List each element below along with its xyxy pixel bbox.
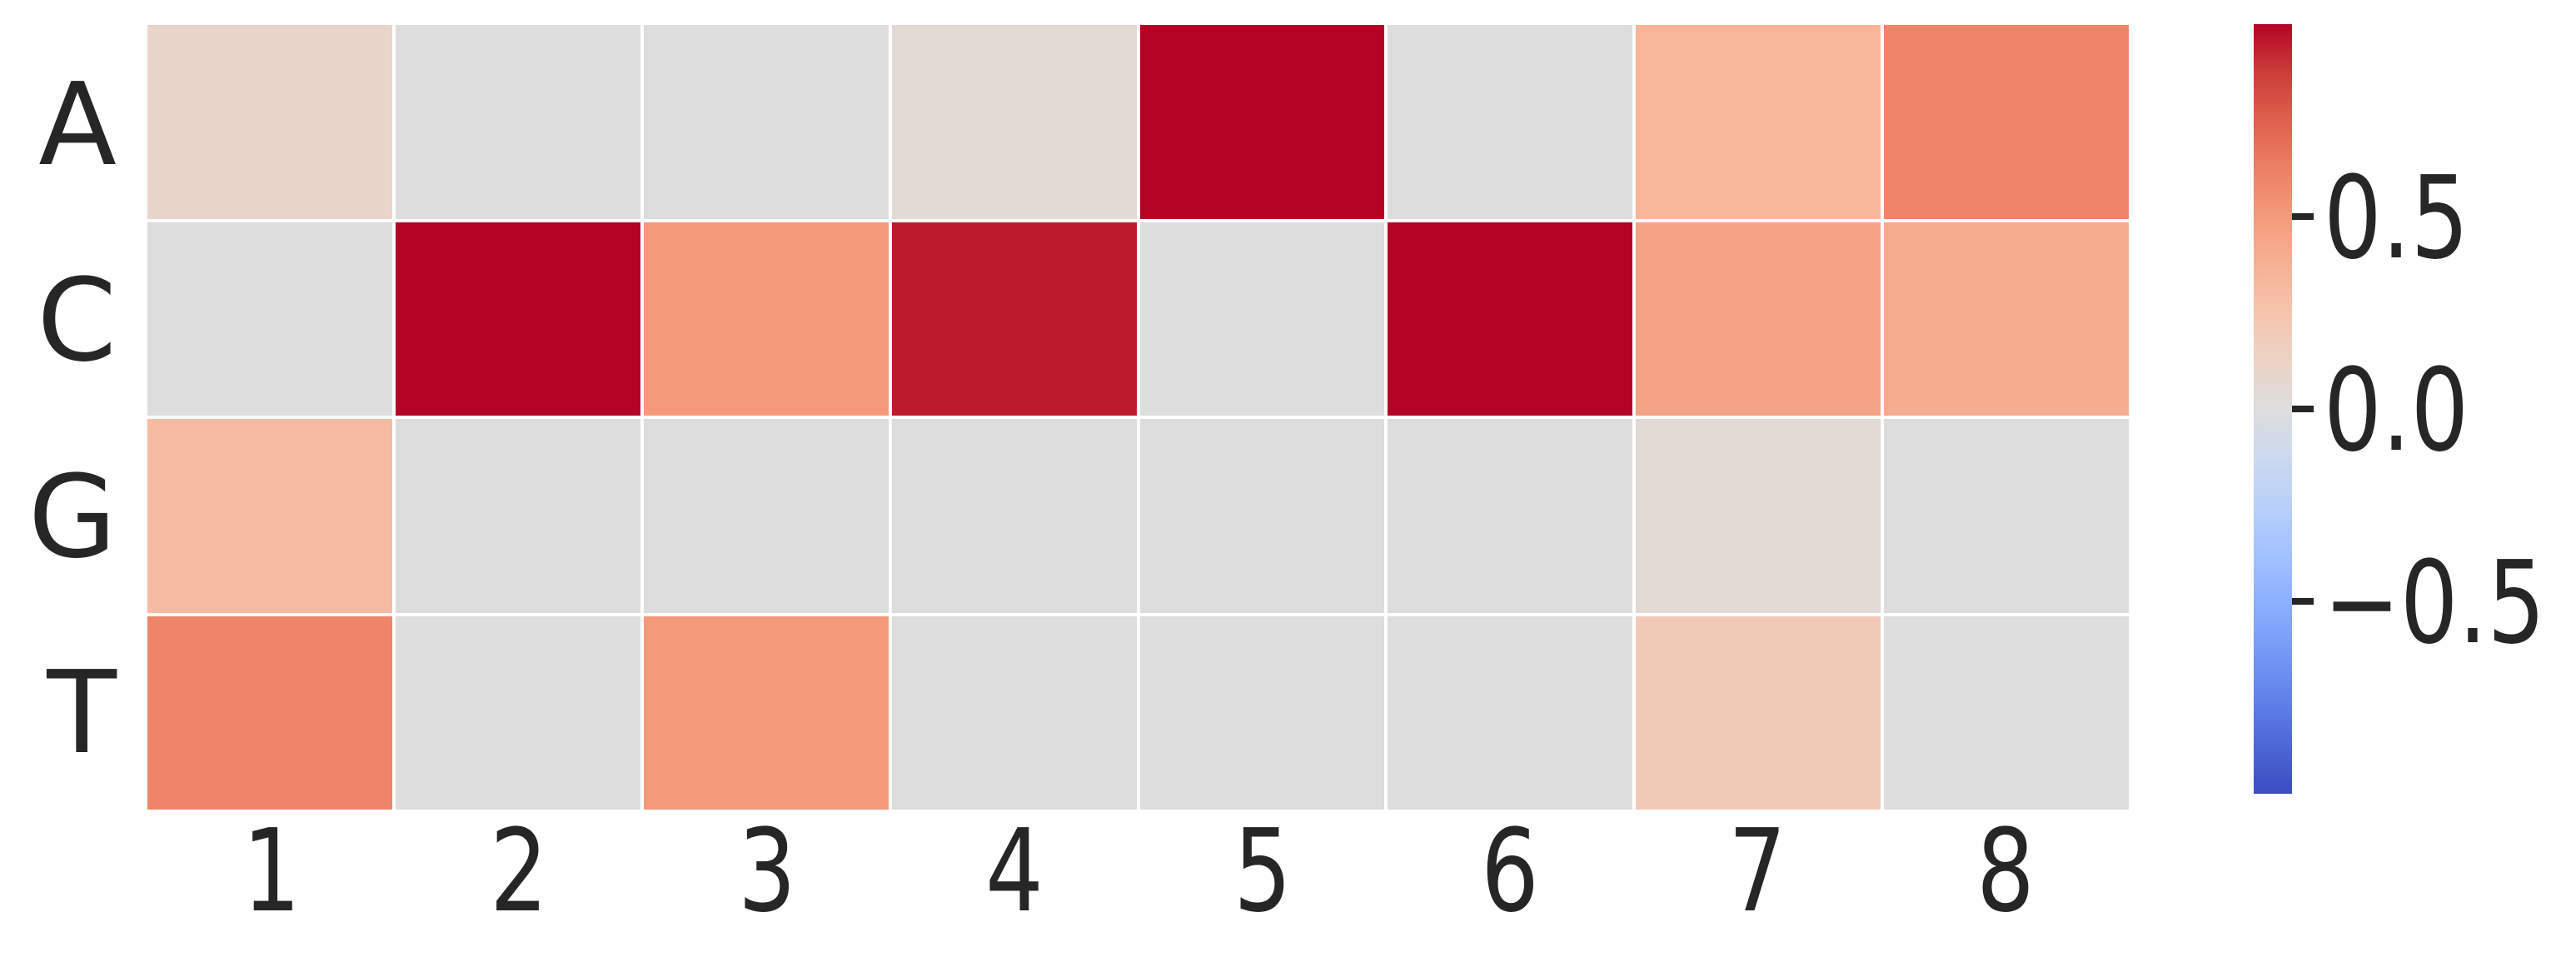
- x-tick-label-1: 1: [242, 805, 301, 938]
- heatmap-cell-A4: [891, 25, 1137, 219]
- heatmap-cell-T7: [1636, 616, 1881, 810]
- heatmap-cell-A3: [643, 25, 889, 219]
- x-tick-label-5: 5: [1233, 805, 1292, 938]
- colorbar: [2254, 24, 2292, 794]
- heatmap-cell-G4: [891, 419, 1137, 613]
- heatmap-cell-C5: [1139, 222, 1385, 416]
- heatmap-cell-G8: [1884, 419, 2129, 613]
- y-tick-label-G: G: [27, 451, 117, 584]
- heatmap-cell-C7: [1636, 222, 1881, 416]
- heatmap-cell-A7: [1636, 25, 1881, 219]
- x-tick-label-3: 3: [738, 805, 796, 938]
- x-tick-label-8: 8: [1976, 805, 2035, 938]
- colorbar-tick-mark-0: [2292, 406, 2314, 412]
- x-tick-label-6: 6: [1481, 805, 1539, 938]
- heatmap-cell-C4: [891, 222, 1137, 416]
- heatmap-cell-T8: [1884, 616, 2129, 810]
- heatmap-cell-A8: [1884, 25, 2129, 219]
- heatmap-cell-T1: [147, 616, 392, 810]
- heatmap-cell-T5: [1139, 616, 1385, 810]
- heatmap-cell-A1: [147, 25, 392, 219]
- colorbar-tick-label-0.5: 0.5: [2324, 152, 2469, 285]
- x-tick-label-2: 2: [490, 805, 548, 938]
- heatmap-cell-C8: [1884, 222, 2129, 416]
- heatmap-cell-G6: [1388, 419, 1633, 613]
- heatmap-cell-C2: [395, 222, 640, 416]
- y-tick-label-A: A: [38, 59, 117, 192]
- heatmap-cell-A2: [395, 25, 640, 219]
- heatmap-grid: [147, 25, 2129, 810]
- heatmap-cell-C1: [147, 222, 392, 416]
- colorbar-tick-label--0.5: −0.5: [2324, 537, 2546, 670]
- heatmap-cell-T4: [891, 616, 1137, 810]
- heatmap-cell-G3: [643, 419, 889, 613]
- heatmap-cell-G1: [147, 419, 392, 613]
- x-tick-label-4: 4: [985, 805, 1044, 938]
- colorbar-tick-label-0: 0.0: [2324, 345, 2469, 477]
- heatmap-cell-T6: [1388, 616, 1633, 810]
- heatmap-cell-A6: [1388, 25, 1633, 219]
- heatmap-cell-G5: [1139, 419, 1385, 613]
- heatmap-cell-T3: [643, 616, 889, 810]
- y-tick-label-T: T: [47, 647, 117, 780]
- colorbar-tick-mark-0.5: [2292, 213, 2314, 220]
- heatmap-cell-G7: [1636, 419, 1881, 613]
- heatmap-cell-T2: [395, 616, 640, 810]
- x-tick-label-7: 7: [1728, 805, 1786, 938]
- y-tick-label-C: C: [37, 255, 117, 387]
- heatmap-cell-C6: [1388, 222, 1633, 416]
- colorbar-gradient: [2254, 24, 2292, 794]
- colorbar-tick-mark--0.5: [2292, 598, 2314, 605]
- heatmap-cell-A5: [1139, 25, 1385, 219]
- heatmap-cell-G2: [395, 419, 640, 613]
- heatmap-cell-C3: [643, 222, 889, 416]
